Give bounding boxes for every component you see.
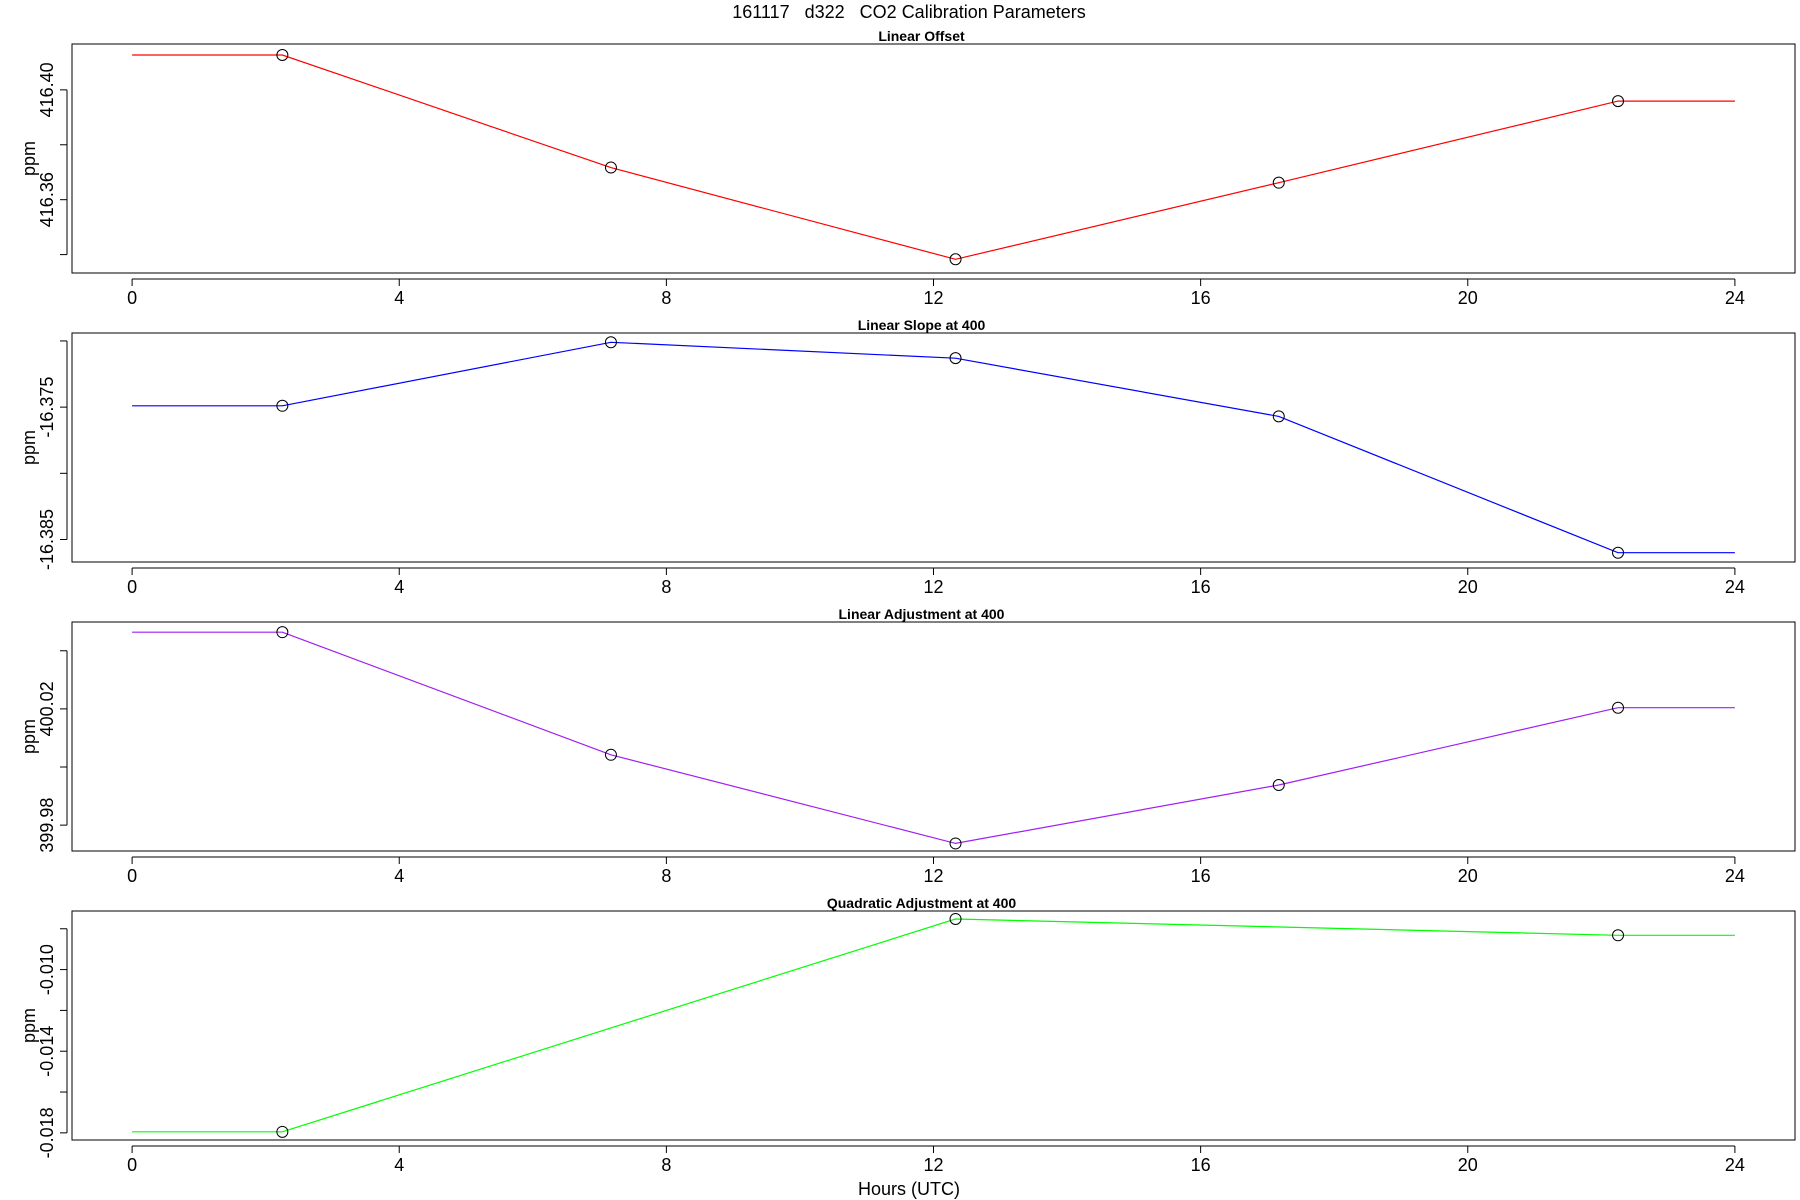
y-tick-label: 399.98: [37, 798, 57, 853]
x-tick-label: 12: [923, 1155, 943, 1175]
x-tick-label: 4: [394, 577, 404, 597]
x-axis-title: Hours (UTC): [858, 1179, 960, 1199]
x-tick-label: 20: [1458, 288, 1478, 308]
x-tick-label: 16: [1191, 1155, 1211, 1175]
panel-title: Quadratic Adjustment at 400: [827, 895, 1017, 911]
plot-frame: [71, 910, 1796, 1141]
series-line: [132, 918, 1735, 1133]
data-point: [1612, 701, 1625, 714]
panel-1: Linear Offset 0 4 8 12 16 20 24 416.36 416.40 ppm: [19, 28, 1796, 308]
y-axis-title: ppm: [19, 430, 39, 465]
y-tick-label: -16.375: [37, 377, 57, 438]
data-point: [276, 1125, 289, 1138]
data-point: [949, 253, 962, 266]
data-point: [276, 48, 289, 61]
data-point: [949, 912, 962, 925]
series-line: [132, 54, 1735, 260]
data-point: [1272, 176, 1285, 189]
x-tick-label: 4: [394, 1155, 404, 1175]
series-line: [132, 631, 1735, 845]
x-tick-label: 0: [127, 288, 137, 308]
panel-4: Quadratic Adjustment at 400 0 4 8 12 16 20 24 -0…: [19, 895, 1796, 1175]
panel-2: Linear Slope at 400 0 4 8 12 16 20 24 -16.375 -16…: [19, 317, 1796, 597]
data-point: [1272, 779, 1285, 792]
y-tick-label: -16.385: [37, 509, 57, 570]
data-point: [1612, 546, 1625, 559]
data-point: [276, 626, 289, 639]
plot-frame: [71, 621, 1796, 852]
y-tick-label: -0.018: [37, 1107, 57, 1158]
x-tick-label: 12: [923, 288, 943, 308]
x-tick-label: 16: [1191, 288, 1211, 308]
data-point: [604, 161, 617, 174]
panel-3: Linear Adjustment at 400 0 4 8 12 16 20 24 399.9…: [19, 606, 1796, 886]
data-point: [1272, 410, 1285, 423]
y-tick-label: 416.40: [37, 62, 57, 117]
x-tick-label: 20: [1458, 577, 1478, 597]
y-axis-title: ppm: [19, 1008, 39, 1043]
plot-frame: [71, 43, 1796, 274]
x-tick-label: 16: [1191, 577, 1211, 597]
x-tick-label: 0: [127, 866, 137, 886]
x-tick-label: 0: [127, 1155, 137, 1175]
data-point: [1612, 95, 1625, 108]
y-tick-label: 416.36: [37, 172, 57, 227]
x-tick-label: 8: [661, 866, 671, 886]
x-tick-label: 12: [923, 866, 943, 886]
data-point: [949, 352, 962, 365]
data-point: [949, 837, 962, 850]
x-tick-label: 24: [1725, 288, 1745, 308]
x-tick-label: 24: [1725, 866, 1745, 886]
x-tick-label: 4: [394, 288, 404, 308]
x-tick-label: 8: [661, 1155, 671, 1175]
figure-title: 161117 d322 CO2 Calibration Parameters: [732, 2, 1086, 22]
y-axis-title: ppm: [19, 719, 39, 754]
panel-title: Linear Adjustment at 400: [839, 606, 1005, 622]
data-point: [604, 748, 617, 761]
x-tick-label: 20: [1458, 1155, 1478, 1175]
x-tick-label: 24: [1725, 1155, 1745, 1175]
x-tick-label: 8: [661, 288, 671, 308]
x-tick-label: 24: [1725, 577, 1745, 597]
x-tick-label: 16: [1191, 866, 1211, 886]
y-tick-label: -0.010: [37, 944, 57, 995]
panel-title: Linear Offset: [878, 28, 965, 44]
data-point: [276, 399, 289, 412]
x-tick-label: 0: [127, 577, 137, 597]
data-point: [604, 336, 617, 349]
panel-title: Linear Slope at 400: [858, 317, 986, 333]
x-tick-label: 20: [1458, 866, 1478, 886]
x-tick-label: 4: [394, 866, 404, 886]
data-point: [1612, 929, 1625, 942]
series-line: [132, 341, 1735, 554]
y-axis-title: ppm: [19, 141, 39, 176]
x-tick-label: 12: [923, 577, 943, 597]
y-tick-label: -0.014: [37, 1026, 57, 1077]
plot-frame: [71, 332, 1796, 563]
x-tick-label: 8: [661, 577, 671, 597]
y-tick-label: 400.02: [37, 681, 57, 736]
